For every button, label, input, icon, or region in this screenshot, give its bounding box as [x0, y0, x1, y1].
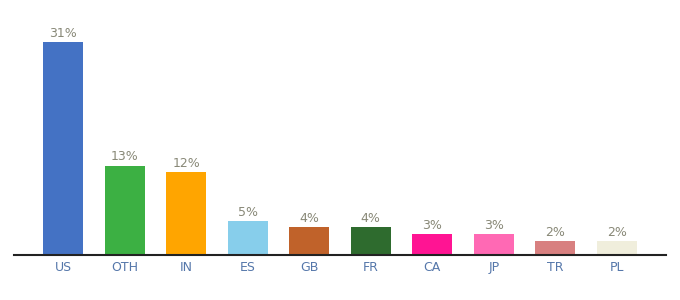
Text: 4%: 4% [299, 212, 319, 225]
Bar [289, 227, 329, 255]
Text: 2%: 2% [607, 226, 627, 239]
Text: 12%: 12% [173, 157, 200, 170]
Bar [535, 241, 575, 255]
Text: 4%: 4% [361, 212, 381, 225]
Bar [228, 220, 268, 255]
Text: 2%: 2% [545, 226, 565, 239]
Bar [105, 166, 145, 255]
Text: 31%: 31% [50, 27, 77, 40]
Text: 3%: 3% [483, 219, 504, 232]
Bar [167, 172, 206, 255]
Bar [351, 227, 391, 255]
Text: 13%: 13% [111, 151, 139, 164]
Bar [597, 241, 636, 255]
Bar [474, 234, 513, 255]
Text: 3%: 3% [422, 219, 442, 232]
Bar [44, 42, 83, 255]
Bar [412, 234, 452, 255]
Text: 5%: 5% [238, 206, 258, 218]
